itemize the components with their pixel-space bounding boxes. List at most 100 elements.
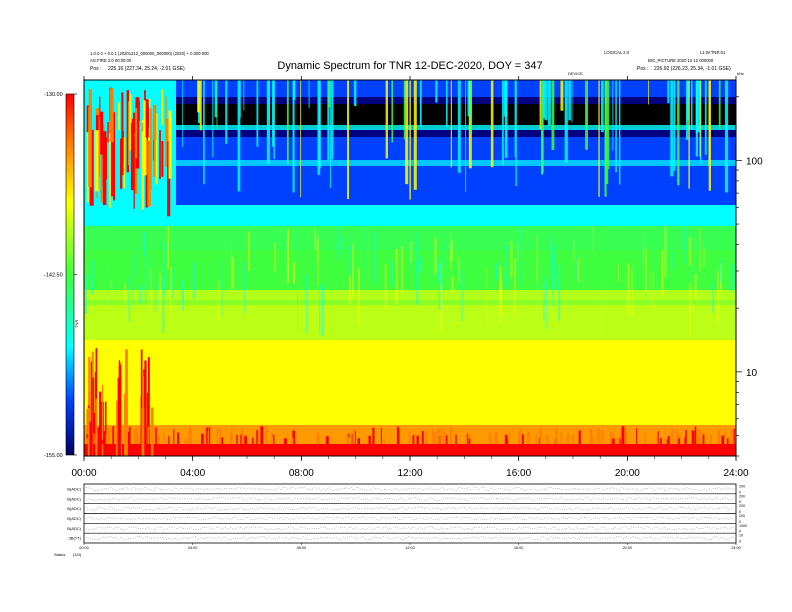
- edge-spike: [397, 428, 400, 444]
- mid-streak: [451, 276, 454, 294]
- edge-spike: [721, 435, 725, 444]
- mid-streak: [558, 263, 561, 321]
- upper-streak: [216, 80, 218, 130]
- mid-streak: [91, 260, 94, 294]
- upper-streak: [300, 80, 302, 197]
- upper-streak: [502, 80, 504, 166]
- edge-spike: [112, 439, 114, 444]
- edge-spike: [675, 430, 678, 444]
- mid-streak: [244, 261, 245, 314]
- upper-streak: [691, 80, 693, 131]
- upper-streak: [605, 80, 609, 185]
- x-tick-label: 16:00: [506, 468, 531, 479]
- upper-streak: [243, 80, 245, 111]
- spectrogram-axes: 00:00 04:00 08:00 12:00 16:00 20:00 24:00 10 100: [71, 76, 763, 479]
- mid-streak: [573, 239, 575, 261]
- mid-streak: [576, 255, 578, 283]
- edge-spike: [636, 428, 638, 444]
- mid-streak: [552, 253, 554, 307]
- mid-streak: [444, 243, 447, 267]
- upper-streak: [273, 80, 275, 160]
- edge-spike: [204, 430, 206, 444]
- burst-streak: [159, 130, 161, 179]
- mid-streak: [519, 227, 521, 286]
- upper-streak: [239, 80, 241, 118]
- mid-streak: [618, 264, 620, 282]
- mid-streak: [336, 225, 339, 261]
- edge-spike: [173, 429, 175, 444]
- mid-streak: [149, 254, 151, 287]
- header-center-small: DEVICE: [568, 71, 583, 76]
- upper-streak: [286, 80, 289, 164]
- burst-streak: [88, 106, 92, 188]
- mid-streak: [495, 262, 498, 280]
- edge-spike: [619, 438, 621, 444]
- mid-streak: [553, 244, 555, 291]
- burst-streak: [167, 141, 171, 217]
- burst-streak: [107, 122, 109, 143]
- edge-spike: [216, 428, 219, 444]
- upper-streak: [419, 80, 422, 128]
- edge-spike: [206, 427, 209, 444]
- burst-streak: [100, 124, 105, 203]
- upper-streak: [214, 80, 218, 118]
- upper-streak: [266, 80, 271, 164]
- mid-streak: [182, 279, 184, 311]
- burst-streak: [121, 92, 124, 176]
- edge-spike: [244, 435, 247, 444]
- edge-spike: [508, 431, 510, 444]
- low-frequency-spike: [116, 400, 118, 456]
- mid-streak: [514, 258, 516, 316]
- edge-spike: [101, 439, 104, 444]
- edge-spike: [466, 433, 468, 444]
- upper-streak: [564, 80, 568, 163]
- burst-streak: [161, 141, 164, 177]
- edge-spike: [188, 433, 191, 444]
- colorbar-ticks: -130.00 -142.50 -155.00: [44, 92, 77, 459]
- burst-streak: [161, 89, 164, 126]
- x-tick-label: 20:00: [615, 468, 640, 479]
- low-frequency-spike: [88, 421, 92, 456]
- mid-streak: [453, 229, 454, 260]
- upper-streak: [551, 80, 555, 150]
- mid-streak: [684, 226, 687, 264]
- mid-streak: [703, 247, 705, 266]
- edge-spike: [592, 437, 595, 444]
- edge-spike: [730, 429, 733, 444]
- mid-streak: [670, 251, 673, 271]
- mid-streak: [144, 248, 147, 303]
- upper-streak: [490, 80, 494, 168]
- upper-streak: [328, 80, 331, 108]
- status-label: Status: [54, 552, 65, 557]
- low-frequency-spike: [90, 361, 93, 456]
- mid-streak: [543, 281, 545, 321]
- edge-spike: [357, 438, 361, 444]
- upper-streak: [700, 80, 702, 164]
- mid-streak: [415, 232, 417, 259]
- mid-streak: [231, 242, 232, 292]
- low-frequency-spike: [147, 357, 150, 456]
- mid-streak: [689, 283, 691, 336]
- edge-spike: [600, 430, 604, 444]
- upper-streak: [353, 80, 357, 107]
- upper-streak: [225, 80, 228, 144]
- edge-spike: [517, 438, 520, 444]
- edge-spike: [616, 437, 620, 444]
- edge-spike: [455, 434, 457, 444]
- mid-streak: [661, 249, 664, 296]
- edge-spike: [220, 437, 224, 444]
- colorbar-tick-label: -130.00: [44, 92, 63, 98]
- edge-spike: [660, 438, 662, 444]
- mid-streak: [461, 269, 463, 322]
- header-right-pos-label: Pos :: [637, 66, 648, 72]
- edge-spike: [560, 430, 563, 444]
- mid-streak: [664, 225, 667, 278]
- panel-x-tick-label: 20:00: [623, 546, 633, 550]
- panel-x-tick-label: 24:00: [731, 546, 741, 550]
- low-frequency-spike: [95, 398, 98, 456]
- edge-spike: [372, 427, 375, 444]
- edge-spike: [270, 435, 274, 444]
- colorbar-label: TNR: [74, 320, 79, 328]
- edge-spike: [179, 431, 181, 444]
- edge-spike: [348, 437, 351, 444]
